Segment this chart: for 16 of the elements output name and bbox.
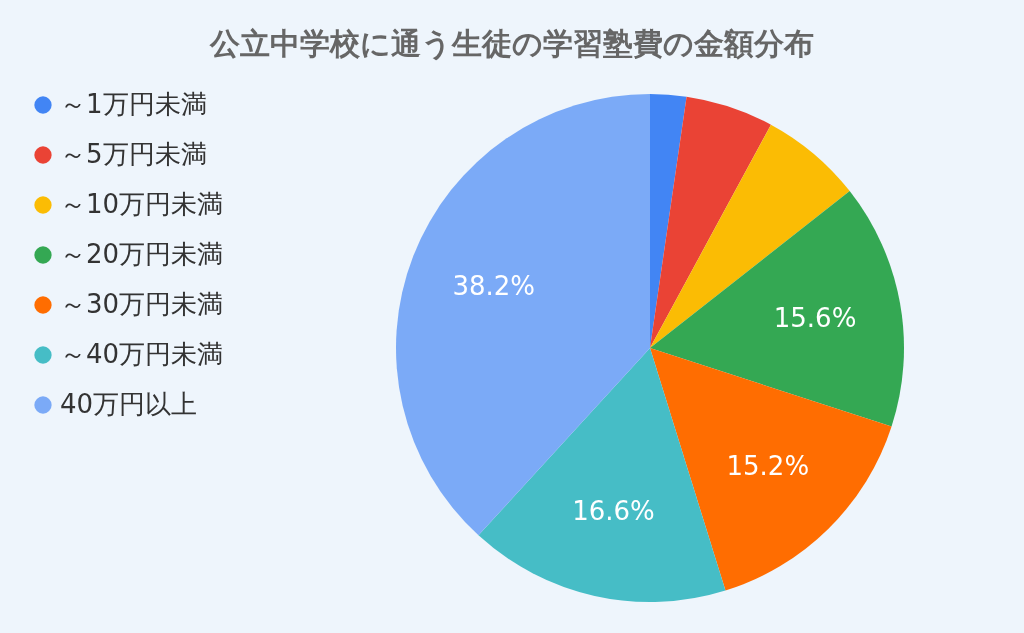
legend-label: ～20万円未満	[60, 239, 224, 269]
legend-label: 40万円以上	[60, 389, 198, 419]
data-label: 15.2%	[726, 451, 810, 482]
legend-label: ～30万円未満	[60, 289, 224, 319]
legend-label: ～1万円未満	[60, 89, 207, 119]
pie-slice	[650, 94, 687, 348]
pie-slice	[478, 348, 726, 602]
legend-label: ～10万円未満	[60, 189, 224, 219]
legend-label: ～40万円未満	[60, 339, 224, 369]
pie-slice	[650, 96, 771, 348]
pie-slice	[650, 191, 904, 427]
chart-title: 公立中学校に通う生徒の学習塾費の金額分布	[209, 26, 814, 61]
data-label: 38.2%	[452, 271, 536, 302]
data-label: 15.6%	[773, 302, 857, 333]
legend-label: ～5万円未満	[60, 139, 207, 169]
data-label: 16.6%	[572, 495, 655, 526]
